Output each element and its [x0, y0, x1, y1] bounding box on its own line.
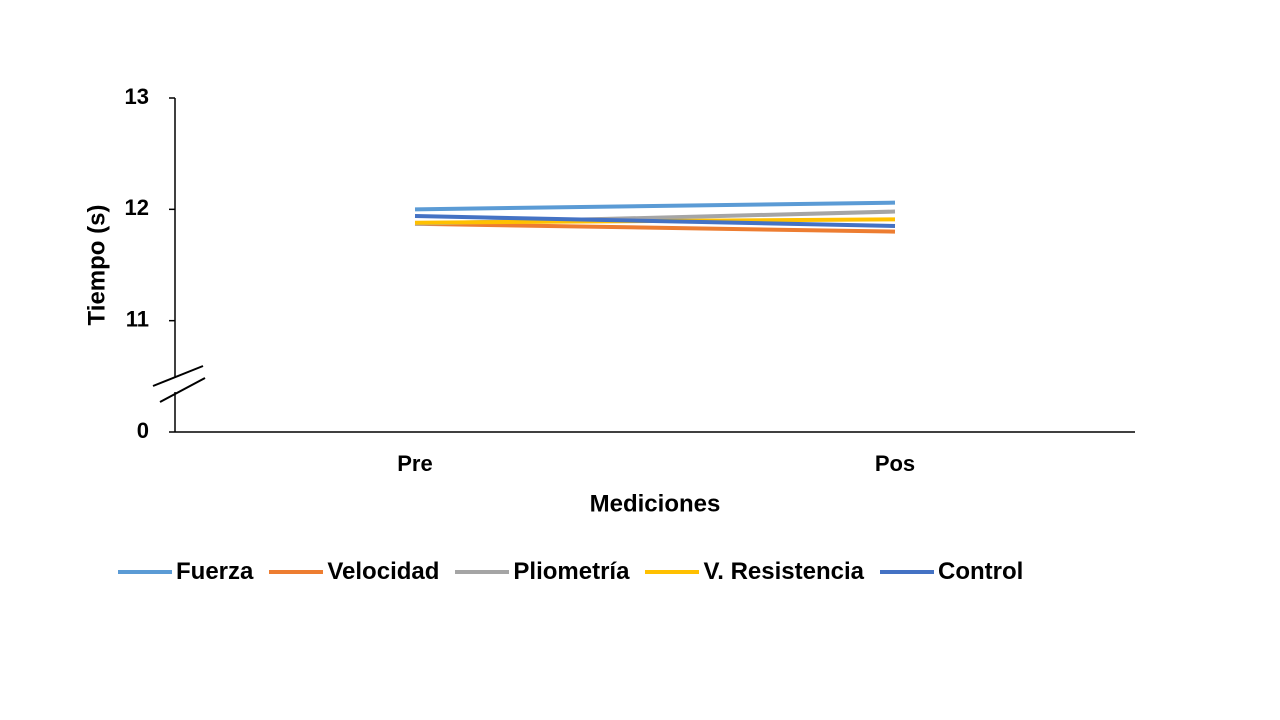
legend-item: Pliometría: [455, 558, 629, 586]
x-axis-title: Mediciones: [590, 490, 721, 517]
legend-label: Velocidad: [327, 558, 440, 585]
legend-label: Control: [938, 558, 1024, 585]
legend-swatch: [118, 570, 172, 574]
break-mark: [152, 365, 204, 387]
series-line: [414, 200, 896, 212]
break-gap: [160, 378, 200, 392]
y-tick-label: 12: [125, 195, 149, 220]
legend-item: Fuerza: [118, 558, 253, 586]
series-line: [414, 221, 896, 234]
legend-label: V. Resistencia: [703, 558, 864, 585]
x-tick-label: Pre: [397, 451, 432, 476]
legend-swatch: [880, 570, 934, 574]
legend-item: V. Resistencia: [645, 558, 864, 586]
legend-swatch: [645, 570, 700, 574]
legend-label: Pliometría: [513, 558, 630, 585]
legend: Fuerza Velocidad Pliometría V. Resistencia C…: [118, 558, 1039, 586]
y-axis-title: Tiempo (s): [83, 205, 110, 326]
legend-swatch: [455, 570, 510, 574]
x-tick-label: Pos: [875, 451, 915, 476]
legend-swatch: [269, 570, 324, 574]
series-line: [414, 214, 896, 229]
break-mark: [159, 377, 206, 403]
legend-label: Fuerza: [176, 558, 254, 585]
y-tick-label: 0: [137, 418, 149, 443]
legend-item: Velocidad: [269, 558, 439, 586]
y-tick-label: 11: [126, 306, 149, 331]
y-tick-label: 13: [125, 84, 149, 109]
axis-break: [152, 365, 206, 403]
legend-item: Control: [880, 558, 1023, 586]
